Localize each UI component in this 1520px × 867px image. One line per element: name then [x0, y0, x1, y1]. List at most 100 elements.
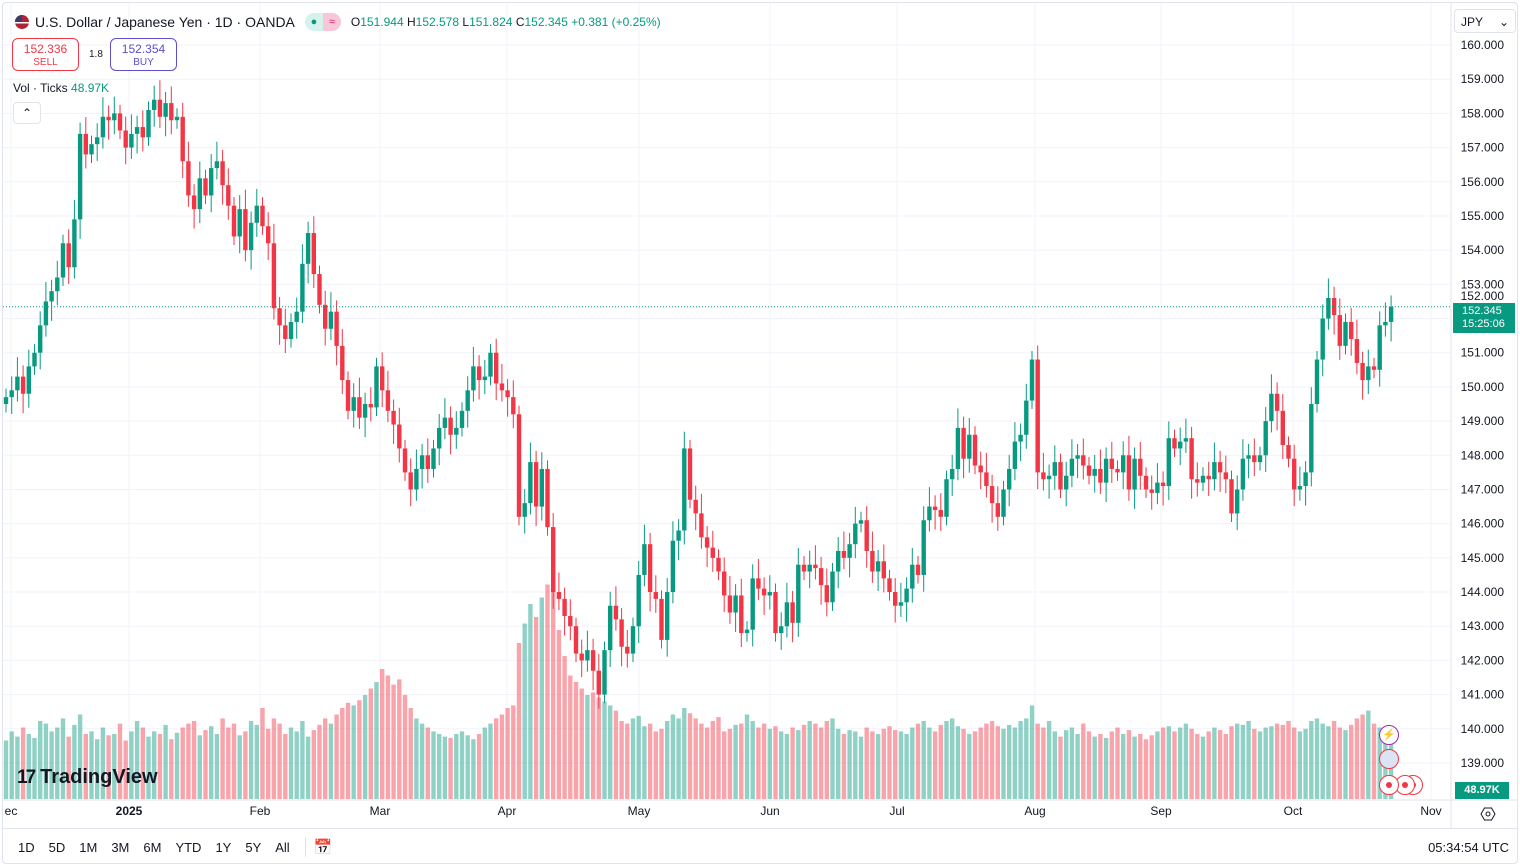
volume-bar — [1109, 731, 1114, 799]
candle-body — [551, 527, 556, 593]
candle-body — [1149, 489, 1154, 493]
candle-body — [9, 390, 14, 398]
candle-body — [408, 472, 413, 490]
volume-bar — [602, 701, 607, 799]
candle-body — [847, 544, 852, 558]
candle-body — [1024, 400, 1029, 435]
volume-bar — [1314, 718, 1320, 799]
candle-body — [454, 427, 459, 435]
candle-body — [1035, 359, 1040, 473]
price-tick-label: 153.000 — [1461, 277, 1505, 291]
candle-body — [385, 390, 391, 411]
volume-bar — [95, 739, 100, 799]
candle-body — [174, 116, 180, 121]
volume-bar — [226, 727, 231, 799]
collapse-legend-button[interactable]: ⌃ — [13, 102, 41, 124]
candle-body — [1160, 482, 1166, 487]
volume-bar — [984, 723, 989, 799]
candle-body — [1274, 393, 1280, 411]
volume-bar — [186, 723, 191, 799]
volume-bar — [659, 728, 664, 799]
candle-body — [687, 448, 693, 500]
candle-body — [191, 195, 197, 210]
volume-bar — [522, 623, 527, 799]
candle-body — [294, 311, 299, 322]
settings-icon — [1480, 807, 1496, 821]
volume-bar — [157, 734, 163, 799]
volume-bar — [209, 726, 214, 799]
range-all[interactable]: All — [275, 839, 290, 855]
price-chart[interactable]: 160.000 159.000 158.000 157.000 156.000 155.0… — [3, 3, 1518, 828]
volume-bar — [545, 584, 550, 799]
price-tick-label: 156.000 — [1461, 175, 1505, 189]
volume-bar — [431, 731, 436, 799]
symbol-title[interactable]: U.S. Dollar / Japanese Yen · 1D · OANDA — [35, 14, 295, 30]
candle-body — [870, 551, 875, 572]
candle-body — [186, 161, 191, 196]
price-tick-label: 148.000 — [1461, 448, 1505, 462]
volume-bar — [630, 718, 636, 799]
candle-body — [995, 503, 1000, 517]
volume-bar — [590, 692, 596, 799]
volume-bar — [1354, 718, 1360, 799]
volume-bar — [505, 708, 510, 799]
volume-bar — [72, 724, 77, 799]
candle-body — [397, 424, 402, 449]
candle-body — [910, 564, 915, 589]
range-5y[interactable]: 5Y — [245, 839, 262, 855]
volume-bar — [699, 723, 704, 799]
clock[interactable]: 05:34:54 UTC — [1428, 840, 1509, 855]
us-event-icon[interactable] — [1379, 749, 1399, 769]
volume-bar — [927, 727, 932, 799]
candle-body — [602, 650, 607, 695]
candle-body — [1371, 366, 1377, 370]
volume-bar — [459, 731, 465, 799]
range-6m[interactable]: 6M — [143, 839, 162, 855]
economic-event-icon[interactable] — [1379, 775, 1399, 795]
volume-bar — [773, 726, 778, 799]
volume-bar — [1337, 727, 1342, 799]
candle-body — [340, 345, 345, 381]
sell-button[interactable]: 152.336 SELL — [12, 38, 79, 71]
calendar-icon[interactable]: 📅 — [313, 839, 333, 856]
volume-bar — [710, 721, 715, 799]
volume-bar — [864, 727, 869, 799]
range-1d[interactable]: 1D — [18, 839, 35, 855]
range-5d[interactable]: 5D — [48, 839, 66, 855]
candle-body — [955, 427, 961, 469]
candle-body — [972, 434, 978, 466]
market-status[interactable]: ● ≈ — [304, 13, 341, 31]
range-ytd[interactable]: YTD — [175, 839, 202, 855]
buy-button[interactable]: 152.354 BUY — [110, 38, 177, 71]
range-1m[interactable]: 1M — [79, 839, 98, 855]
volume-bar — [528, 604, 533, 799]
candle-body — [647, 544, 653, 593]
volume-bar — [1149, 735, 1154, 799]
candle-body — [881, 561, 886, 579]
candle-body — [425, 455, 430, 469]
range-3m[interactable]: 3M — [111, 839, 130, 855]
currency-select[interactable]: JPY ⌄ — [1454, 9, 1516, 33]
candle-body — [608, 605, 613, 651]
price-tick-label: 158.000 — [1461, 106, 1505, 120]
price-tick-label: 139.000 — [1461, 756, 1505, 770]
volume-bar — [608, 705, 613, 799]
volume-bar — [106, 735, 111, 799]
candle-body — [140, 127, 145, 138]
volume-bar — [995, 726, 1000, 799]
volume-bar — [163, 724, 168, 799]
volume-bar — [972, 731, 978, 799]
volume-bar — [779, 731, 784, 799]
range-1y[interactable]: 1Y — [215, 839, 232, 855]
candle-body — [106, 116, 111, 121]
lightning-event-icon[interactable]: ⚡ — [1379, 725, 1399, 745]
volume-bar — [875, 734, 881, 799]
symbol-legend: U.S. Dollar / Japanese Yen · 1D · OANDA … — [15, 13, 661, 31]
volume-bar — [368, 688, 373, 799]
candle-body — [1229, 479, 1234, 514]
candle-body — [414, 468, 419, 490]
tradingview-logo[interactable]: 17 TradingView — [17, 766, 158, 788]
candle-body — [1286, 445, 1291, 459]
volume-bar — [761, 723, 767, 799]
